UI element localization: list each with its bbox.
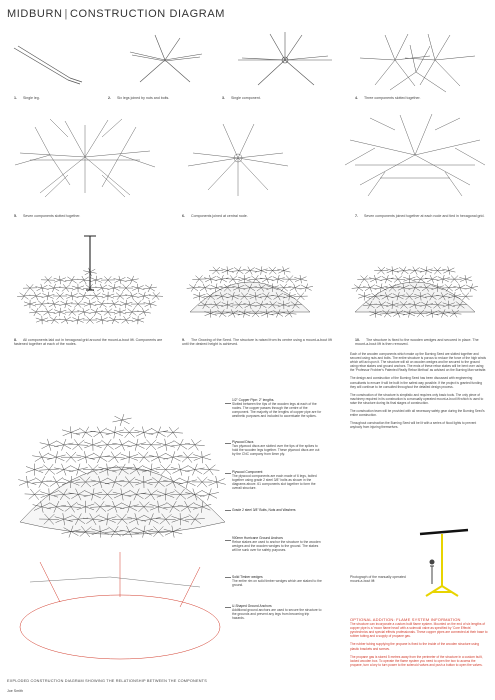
step-4-sketch bbox=[350, 30, 490, 95]
description-p1: Each of the wooden components which make… bbox=[350, 352, 487, 373]
step-6-sketch bbox=[178, 118, 298, 198]
page-title: MIDBURN | CONSTRUCTION DIAGRAM bbox=[7, 8, 226, 20]
author-name: Joe Smith bbox=[7, 689, 23, 693]
step-5-sketch bbox=[10, 115, 160, 200]
step-3-caption: 3. Single component. bbox=[222, 96, 261, 100]
step-3-sketch bbox=[230, 30, 340, 90]
step-8-caption: 8. All components laid out in hexagonal g… bbox=[14, 338, 163, 347]
step-5-caption: 5. Seven components slotted together. bbox=[14, 214, 81, 218]
flame-p1: The structure can incorporate a custom b… bbox=[350, 622, 488, 639]
exploded-diagram bbox=[0, 372, 235, 677]
flame-heading: OPTIONAL ADDITION: FLAME SYSTEM INFORMAT… bbox=[350, 617, 461, 622]
step-9-sketch bbox=[175, 232, 325, 337]
title-left: MIDBURN bbox=[7, 8, 63, 20]
flame-p2: The rubber tubing supplying the propane … bbox=[350, 642, 479, 651]
annotation-copper-pipe: 1/2" Copper Pipe: 2" lengths. Slotted be… bbox=[232, 398, 322, 419]
lift-photo-caption: Photograph of the manually operated moun… bbox=[350, 575, 406, 584]
annotation-timber-wedges: Solid Timber wedges The entire rim on so… bbox=[232, 575, 322, 588]
annotation-plywood-discs: Plywood Discs Two plywood discs are slot… bbox=[232, 440, 320, 457]
step-1-caption: 1. Single leg. bbox=[14, 96, 40, 100]
step-2-sketch bbox=[110, 30, 220, 90]
description-p4: The construction team will be provided w… bbox=[350, 409, 485, 418]
title-right: CONSTRUCTION DIAGRAM bbox=[70, 8, 226, 20]
annotation-bolts: Grade 2 steel 3/8" Bolts, Nuts and Washe… bbox=[232, 508, 296, 512]
flame-p3: The propane gas is stored 5 metres away … bbox=[350, 654, 483, 667]
bottom-caption: EXPLODED CONSTRUCTION DIAGRAM SHOWING TH… bbox=[7, 679, 207, 683]
description-p3: The construction of the structure is sim… bbox=[350, 392, 484, 405]
annotation-u-anchors: U-Shaped Ground Anchors Additional groun… bbox=[232, 604, 322, 621]
step-10-sketch bbox=[340, 232, 490, 337]
description-p2: The design and construction of the Burni… bbox=[350, 376, 483, 389]
step-7-caption: 7. Seven components joined together at ea… bbox=[355, 214, 485, 218]
annotation-ground-anchors: 900mm Hurricane Ground Anchors Rebar sta… bbox=[232, 536, 321, 553]
step-6-caption: 6. Components joined at central node. bbox=[182, 214, 248, 218]
step-1-sketch bbox=[8, 40, 108, 85]
step-10-caption: 10. The structure is fixed to the wooden … bbox=[355, 338, 479, 347]
step-7-sketch bbox=[340, 110, 490, 200]
step-2-caption: 2. Six legs joined by nuts and bolts. bbox=[108, 96, 170, 100]
flame-section: OPTIONAL ADDITION: FLAME SYSTEM INFORMAT… bbox=[350, 615, 488, 671]
step-8-sketch bbox=[10, 228, 170, 338]
step-4-caption: 4. Three components slotted together. bbox=[355, 96, 421, 100]
description-p5: Throughout construction the Burning Seed… bbox=[350, 421, 477, 430]
description-column: Each of the wooden components which make… bbox=[350, 352, 488, 433]
lift-photo bbox=[412, 520, 472, 600]
annotation-plywood-component: Plywood Component The plywood components… bbox=[232, 470, 317, 491]
step-9-caption: 9. The Growing of the Seed. The structure… bbox=[182, 338, 332, 347]
